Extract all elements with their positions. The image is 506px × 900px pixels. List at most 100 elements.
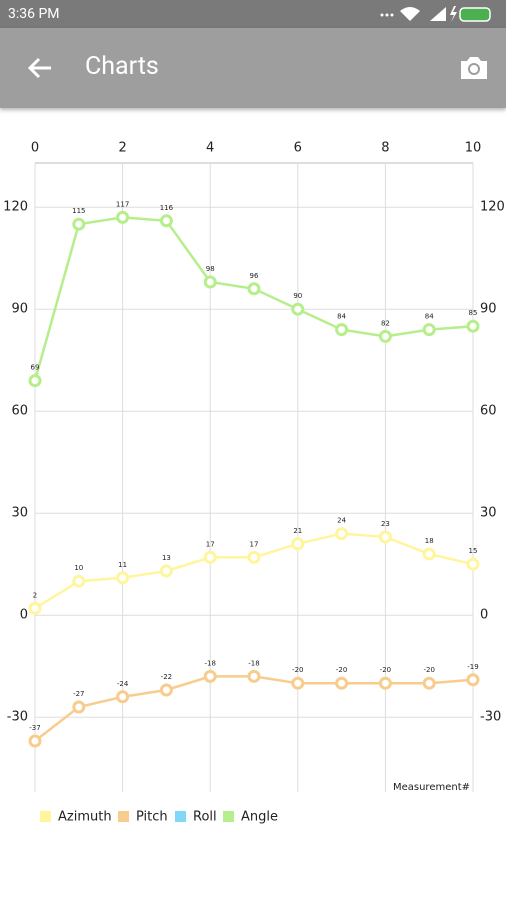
data-label: 69 [31, 364, 40, 372]
data-point [28, 734, 42, 748]
status-icons [380, 6, 491, 22]
back-button[interactable] [25, 53, 55, 83]
data-label: 24 [337, 517, 346, 525]
data-label: 82 [381, 319, 390, 327]
data-point [378, 329, 392, 343]
y2-tick-label: 90 [480, 302, 497, 317]
data-point [422, 547, 436, 561]
data-label: -24 [117, 680, 129, 688]
data-point [247, 282, 261, 296]
legend-swatch [175, 811, 186, 822]
data-label: 96 [250, 272, 259, 280]
data-label: 11 [118, 561, 127, 569]
x-tick-label: 8 [381, 141, 389, 156]
y-tick-label: -30 [7, 710, 28, 725]
y2-tick-label: 60 [480, 404, 497, 419]
x-tick-label: 10 [465, 141, 482, 156]
legend-label: Azimuth [58, 810, 112, 825]
data-point [72, 574, 86, 588]
x-tick-label: 4 [206, 141, 214, 156]
y2-tick-label: -30 [480, 710, 501, 725]
data-label: -27 [73, 690, 84, 698]
data-point [335, 323, 349, 337]
y-tick-label: 30 [11, 506, 28, 521]
data-point [116, 571, 130, 585]
data-label: 98 [206, 265, 215, 273]
data-point [203, 275, 217, 289]
data-label: -18 [248, 659, 259, 667]
y2-tick-label: 0 [480, 608, 488, 623]
data-point [116, 210, 130, 224]
data-label: 23 [381, 520, 390, 528]
data-label: 17 [250, 540, 259, 548]
y-tick-label: 90 [11, 302, 28, 317]
data-point [28, 601, 42, 615]
x-tick-label: 6 [294, 141, 302, 156]
y2-tick-label: 120 [480, 200, 505, 215]
status-time: 3:36 PM [8, 6, 60, 22]
status-bar: 3:36 PM [0, 0, 506, 28]
data-label: 85 [469, 309, 478, 317]
app-title: Charts [85, 52, 159, 81]
data-label: 116 [160, 204, 174, 212]
legend-label: Roll [193, 810, 217, 825]
data-point [72, 217, 86, 231]
data-point [291, 537, 305, 551]
legend-swatch [118, 811, 129, 822]
data-label: -19 [467, 663, 478, 671]
data-label: -20 [423, 666, 434, 674]
data-label: 17 [206, 540, 215, 548]
data-label: 21 [293, 527, 302, 535]
data-label: 90 [293, 292, 302, 300]
data-label: -18 [204, 659, 215, 667]
data-label: 10 [74, 564, 83, 572]
data-label: 15 [469, 547, 478, 555]
data-point [203, 669, 217, 683]
data-label: 18 [425, 537, 434, 545]
data-point [378, 676, 392, 690]
y-tick-label: 0 [20, 608, 28, 623]
data-label: 84 [337, 313, 346, 321]
data-point [203, 550, 217, 564]
data-point [422, 323, 436, 337]
legend-label: Angle [241, 810, 278, 825]
data-point [335, 676, 349, 690]
legend-label: Pitch [136, 810, 168, 825]
data-point [247, 669, 261, 683]
camera-button[interactable] [458, 54, 490, 82]
data-label: 115 [72, 207, 85, 215]
data-point [466, 673, 480, 687]
legend-swatch [40, 811, 51, 822]
x-axis-label: Measurement# [393, 782, 470, 793]
data-point [159, 214, 173, 228]
data-point [378, 530, 392, 544]
y2-tick-label: 30 [480, 506, 497, 521]
data-label: -20 [292, 666, 303, 674]
series-line [34, 675, 474, 742]
data-label: -20 [380, 666, 391, 674]
data-point [72, 700, 86, 714]
data-point [466, 319, 480, 333]
legend-swatch [223, 811, 234, 822]
data-point [247, 550, 261, 564]
data-point [291, 676, 305, 690]
data-point [291, 302, 305, 316]
data-label: 2 [33, 591, 37, 599]
series-line [33, 216, 474, 381]
data-label: 117 [116, 200, 129, 208]
data-label: -20 [336, 666, 347, 674]
y-tick-label: 120 [3, 200, 28, 215]
app-bar: Charts [0, 28, 506, 108]
x-tick-label: 0 [31, 141, 39, 156]
data-label: -22 [161, 673, 172, 681]
data-label: 84 [425, 313, 434, 321]
data-label: 13 [162, 554, 171, 562]
data-point [159, 683, 173, 697]
data-point [422, 676, 436, 690]
data-point [466, 557, 480, 571]
y-tick-label: 60 [11, 404, 28, 419]
data-point [116, 690, 130, 704]
data-point [159, 564, 173, 578]
x-tick-label: 2 [118, 141, 126, 156]
